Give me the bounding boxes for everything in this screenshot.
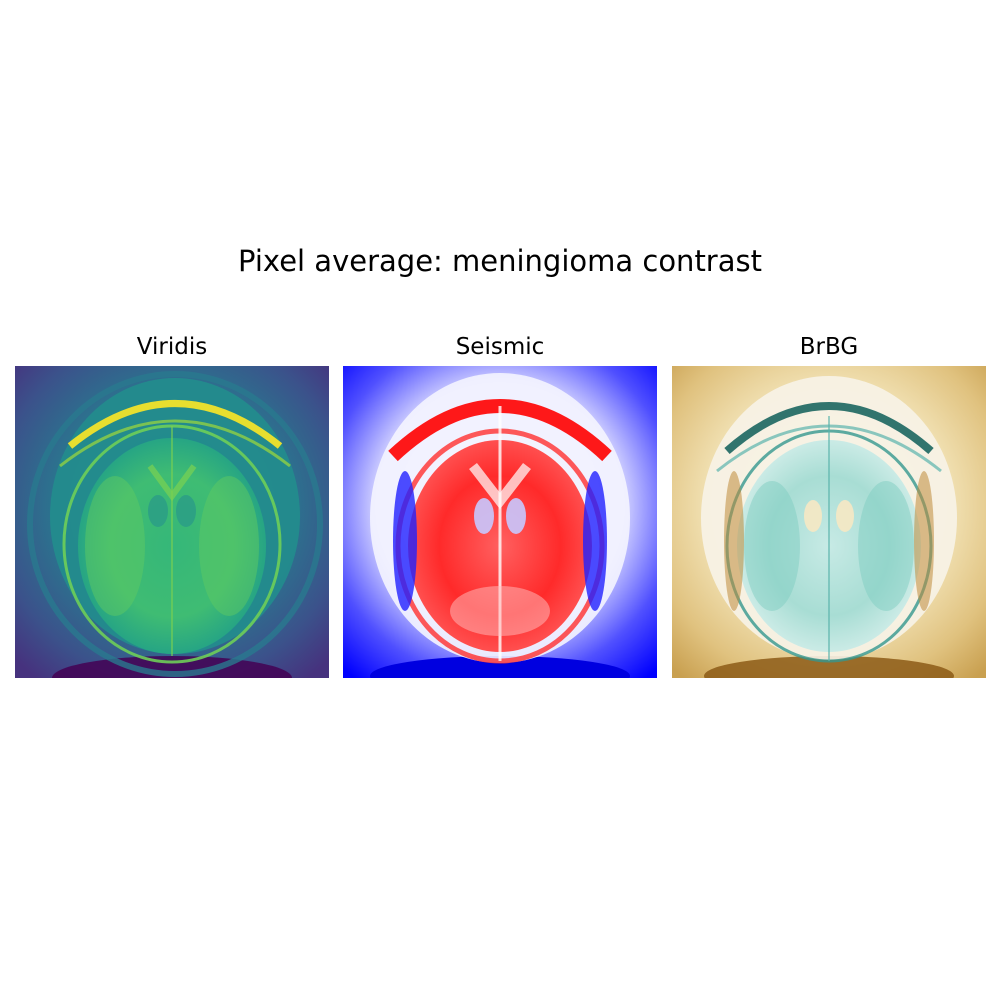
panel-viridis [15,366,329,678]
viridis-brain-image [15,366,329,678]
brbg-teal-arc [724,402,934,455]
panel-title-brbg: BrBG [799,334,859,360]
panel-brbg [672,366,986,678]
figure-title: Pixel average: meningioma contrast [238,244,762,278]
viridis-bright-arc [67,400,283,449]
panel-seismic [343,366,657,678]
seismic-brain-image [343,366,657,678]
panel-title-viridis: Viridis [136,334,208,360]
panel-title-seismic: Seismic [455,334,545,360]
brbg-brain-image [672,366,986,678]
